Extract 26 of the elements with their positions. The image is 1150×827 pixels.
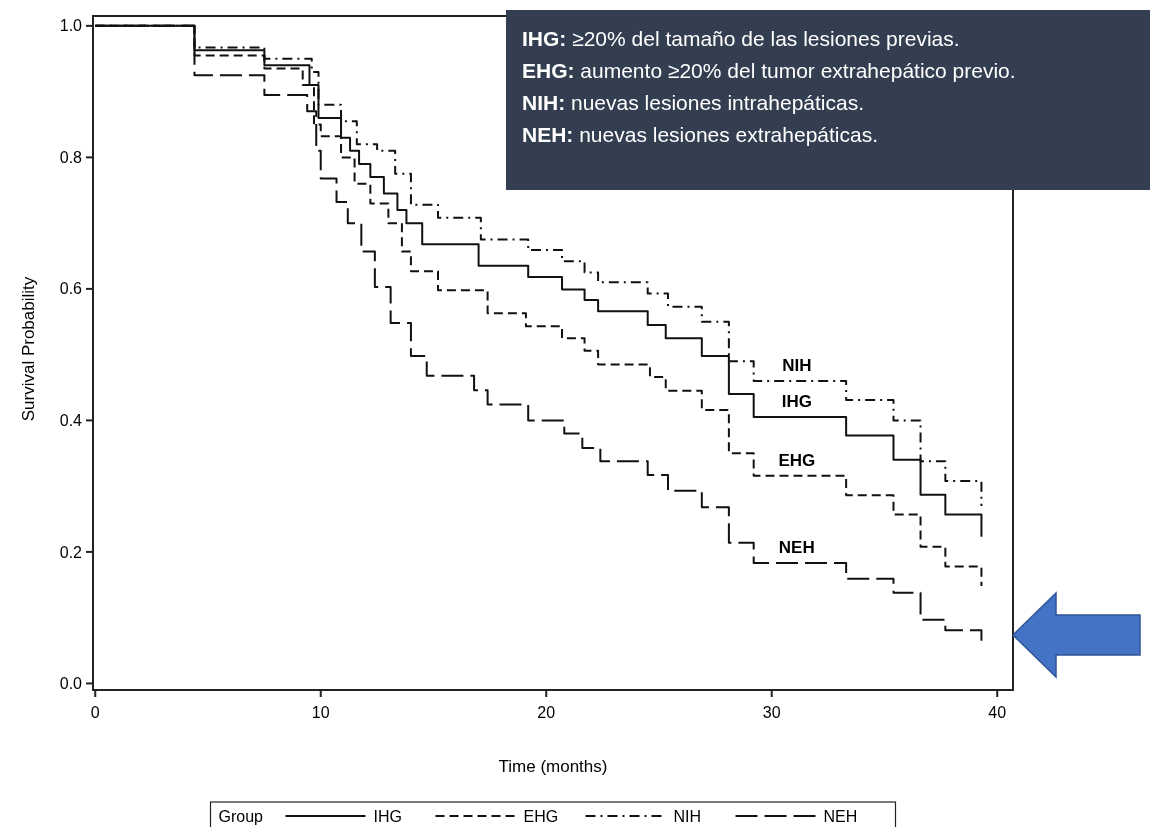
y-tick-label: 0.8	[59, 148, 83, 166]
x-axis-title: Time (months)	[498, 757, 608, 776]
x-tick-label: 10	[311, 704, 330, 721]
x-tick-label: 30	[762, 704, 781, 721]
y-tick-label: 0.0	[59, 675, 83, 693]
text: EHG	[778, 450, 816, 470]
text: IHG	[781, 392, 812, 412]
annotation: IHG: ≥20% del tamaño de las lesiones previas.	[522, 27, 960, 50]
legend-title: Group	[218, 808, 264, 825]
legend-label: NEH	[823, 808, 858, 825]
text: NEH	[778, 538, 815, 558]
annotation: EHG: aumento ≥20% del tumor extrahepático previo.	[522, 59, 1016, 82]
legend-label: IHG	[373, 808, 402, 825]
x-tick-label: 20	[537, 704, 556, 721]
legend-label: NIH	[673, 808, 702, 825]
y-tick-label: 0.6	[59, 280, 83, 298]
text: NIH	[782, 355, 812, 375]
legend-label: EHG	[523, 808, 559, 825]
annotation: NEH: nuevas lesiones extrahepáticas.	[522, 123, 879, 146]
annotation: NIH: nuevas lesiones intrahepáticas.	[522, 91, 865, 114]
y-tick-label: 1.0	[59, 17, 83, 35]
y-tick-label: 0.2	[59, 543, 83, 561]
y-axis-title: Survival Probability	[19, 276, 38, 422]
y-tick-label: 0.4	[59, 412, 83, 429]
x-tick-label: 40	[988, 704, 1007, 721]
x-tick-label: 0	[90, 704, 100, 721]
